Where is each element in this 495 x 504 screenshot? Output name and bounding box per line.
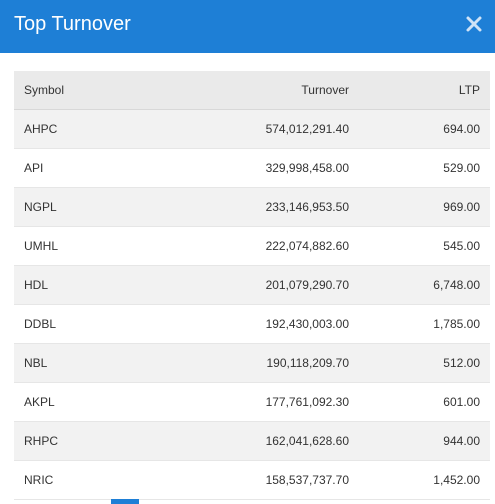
cell-turnover: 201,079,290.70 — [184, 265, 349, 305]
cell-turnover: 233,146,953.50 — [184, 187, 349, 227]
table-row: HDL 201,079,290.70 6,748.00 — [14, 265, 490, 305]
close-icon — [466, 16, 482, 32]
cell-symbol[interactable]: API — [14, 148, 184, 188]
table-row: NBL 190,118,209.70 512.00 — [14, 343, 490, 383]
cell-ltp: 944.00 — [349, 421, 490, 461]
column-header-ltp[interactable]: LTP — [349, 71, 490, 110]
cell-symbol[interactable]: AKPL — [14, 382, 184, 422]
table-row: RHPC 162,041,628.60 944.00 — [14, 421, 490, 461]
cell-ltp: 529.00 — [349, 148, 490, 188]
turnover-table: Symbol Turnover LTP AHPC 574,012,291.40 … — [14, 71, 490, 500]
table-row: NGPL 233,146,953.50 969.00 — [14, 187, 490, 227]
close-button[interactable] — [465, 13, 483, 35]
table-row: API 329,998,458.00 529.00 — [14, 148, 490, 188]
cell-symbol[interactable]: RHPC — [14, 421, 184, 461]
column-header-turnover[interactable]: Turnover — [184, 71, 349, 110]
cell-turnover: 192,430,003.00 — [184, 304, 349, 344]
modal-title: Top Turnover — [14, 13, 131, 35]
cell-turnover: 190,118,209.70 — [184, 343, 349, 383]
table-header-row: Symbol Turnover LTP — [14, 71, 490, 110]
pagination-active-tab[interactable] — [111, 499, 139, 504]
cell-symbol[interactable]: UMHL — [14, 226, 184, 266]
column-header-symbol[interactable]: Symbol — [14, 71, 184, 110]
table-row: AHPC 574,012,291.40 694.00 — [14, 109, 490, 149]
cell-turnover: 329,998,458.00 — [184, 148, 349, 188]
cell-symbol[interactable]: DDBL — [14, 304, 184, 344]
turnover-table-container: Symbol Turnover LTP AHPC 574,012,291.40 … — [14, 71, 490, 500]
modal-header: Top Turnover — [0, 0, 495, 53]
cell-ltp: 512.00 — [349, 343, 490, 383]
cell-ltp: 969.00 — [349, 187, 490, 227]
table-row: NRIC 158,537,737.70 1,452.00 — [14, 460, 490, 500]
cell-turnover: 162,041,628.60 — [184, 421, 349, 461]
cell-ltp: 694.00 — [349, 109, 490, 149]
cell-symbol[interactable]: HDL — [14, 265, 184, 305]
cell-turnover: 158,537,737.70 — [184, 460, 349, 500]
cell-ltp: 601.00 — [349, 382, 490, 422]
cell-symbol[interactable]: NRIC — [14, 460, 184, 500]
cell-turnover: 177,761,092.30 — [184, 382, 349, 422]
cell-ltp: 1,452.00 — [349, 460, 490, 500]
table-row: AKPL 177,761,092.30 601.00 — [14, 382, 490, 422]
table-row: DDBL 192,430,003.00 1,785.00 — [14, 304, 490, 344]
cell-ltp: 1,785.00 — [349, 304, 490, 344]
cell-turnover: 574,012,291.40 — [184, 109, 349, 149]
cell-symbol[interactable]: AHPC — [14, 109, 184, 149]
table-row: UMHL 222,074,882.60 545.00 — [14, 226, 490, 266]
cell-symbol[interactable]: NBL — [14, 343, 184, 383]
cell-turnover: 222,074,882.60 — [184, 226, 349, 266]
cell-ltp: 6,748.00 — [349, 265, 490, 305]
cell-symbol[interactable]: NGPL — [14, 187, 184, 227]
cell-ltp: 545.00 — [349, 226, 490, 266]
